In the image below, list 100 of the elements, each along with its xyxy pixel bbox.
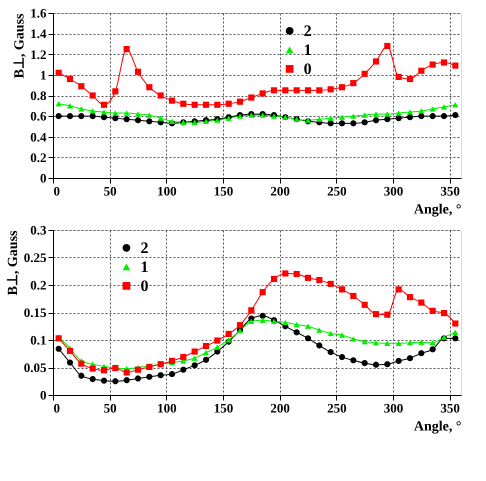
point (56, 101, 62, 106)
point (134, 117, 142, 124)
x-axis-title: Angle, ° (414, 202, 462, 218)
point (372, 117, 380, 124)
point (270, 276, 278, 282)
point (134, 111, 142, 117)
point (158, 116, 164, 121)
point (384, 361, 390, 368)
x-tick-label: 100 (157, 400, 177, 416)
y-tick-label: 0.05 (24, 360, 47, 375)
point (192, 102, 198, 108)
point (56, 70, 62, 76)
point (90, 113, 96, 120)
point (384, 42, 390, 50)
point (338, 354, 346, 360)
y-tick-label: 0.8 (30, 88, 47, 103)
point (192, 355, 198, 361)
point (396, 74, 402, 80)
point (372, 58, 380, 65)
point (350, 357, 356, 364)
point (226, 330, 232, 338)
point (372, 362, 380, 368)
x-tick-label: 300 (384, 184, 404, 198)
point (440, 59, 448, 66)
legend-label: 1 (304, 42, 312, 59)
point (304, 274, 312, 281)
point (418, 300, 424, 306)
point (430, 61, 436, 68)
point (430, 106, 436, 112)
y-tick-label: 0.3 (30, 222, 47, 238)
point (372, 340, 380, 346)
point (100, 367, 108, 374)
point (362, 119, 368, 126)
point (362, 338, 368, 344)
x-tick-label: 300 (384, 400, 404, 416)
y-axis-title: B⊥, Gauss (12, 12, 28, 78)
legend-label: 0 (304, 60, 312, 78)
point (236, 98, 244, 105)
y-tick-label: 1.6 (30, 6, 47, 20)
point (452, 102, 458, 108)
point (56, 113, 62, 120)
x-tick-label: 250 (327, 400, 347, 416)
point (396, 358, 402, 364)
x-tick-label: 50 (104, 400, 117, 416)
y-tick-label: 0 (40, 170, 46, 186)
point (372, 311, 380, 318)
y-tick-label: 0.6 (30, 108, 47, 124)
point (100, 109, 108, 115)
point (146, 374, 152, 380)
point (430, 308, 436, 314)
y-tick-label: 0.1 (30, 332, 46, 348)
point (112, 378, 118, 384)
point (192, 348, 198, 355)
point (202, 356, 210, 363)
point (168, 118, 176, 124)
point (66, 359, 74, 366)
point (362, 360, 368, 366)
point (180, 366, 186, 373)
point (158, 92, 164, 99)
y-tick-label: 0 (40, 388, 46, 402)
point (124, 110, 130, 116)
point (418, 340, 424, 345)
point (260, 318, 266, 323)
point (350, 292, 356, 300)
x-tick-label: 50 (104, 184, 117, 198)
point (248, 94, 254, 101)
point (180, 100, 186, 107)
point (430, 113, 436, 120)
x-tick-label: 350 (440, 184, 460, 198)
point (328, 330, 334, 336)
x-tick-label: 0 (54, 184, 60, 198)
x-tick-label: 350 (440, 400, 460, 416)
point (78, 106, 84, 112)
point (406, 340, 414, 346)
point (124, 46, 130, 52)
point (418, 68, 424, 74)
point (214, 344, 220, 350)
point (226, 100, 232, 107)
point (304, 87, 312, 94)
point (270, 87, 278, 94)
point (316, 116, 322, 122)
point (214, 337, 220, 344)
point (66, 76, 74, 82)
y-tick-label: 1.4 (30, 26, 47, 42)
point (294, 87, 300, 94)
y-tick-label: 0.15 (24, 305, 47, 320)
point (90, 108, 96, 114)
x-tick-label: 250 (327, 184, 347, 198)
y-tick-label: 1 (40, 67, 46, 82)
point (350, 113, 356, 119)
point (134, 375, 142, 382)
x-axis-title: Angle, ° (414, 420, 462, 434)
point (396, 110, 402, 116)
point (452, 320, 458, 327)
point (78, 83, 84, 90)
point (396, 340, 402, 346)
point (328, 349, 334, 356)
point (124, 116, 130, 122)
point (406, 355, 414, 362)
point (146, 112, 152, 118)
